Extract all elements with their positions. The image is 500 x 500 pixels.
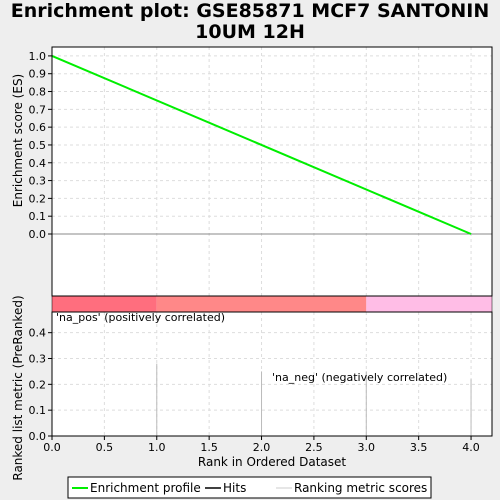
xtick-label-0: 0.0 (43, 441, 61, 454)
es-ytick-label-4: 0.4 (29, 157, 47, 170)
metric-panel-border (51, 311, 493, 437)
es-ytick-label-7: 0.7 (29, 103, 47, 116)
x-axis-label: Rank in Ordered Dataset (198, 455, 346, 469)
legend-enrichment-label: Enrichment profile (90, 481, 201, 495)
xtick-label-1: 0.5 (96, 441, 114, 454)
chart-title: Enrichment plot: GSE85871 MCF7 SANTONIN … (10, 0, 490, 43)
es-ytick-label-3: 0.3 (29, 175, 47, 188)
es-ytick-label-10: 1.0 (29, 50, 47, 63)
es-ytick-label-2: 0.2 (29, 192, 47, 205)
es-ytick-label-8: 0.8 (29, 86, 47, 99)
metric-ytick-label-0: 0.0 (29, 430, 47, 443)
es-panel-bg (52, 47, 492, 296)
pos-correlated-label: 'na_pos' (positively correlated) (56, 311, 225, 324)
xtick-label-5: 2.5 (305, 441, 323, 454)
es-ytick-label-5: 0.5 (29, 139, 47, 152)
color-bar-segment-1 (156, 296, 367, 312)
metric-y-axis-label: Ranked list metric (PreRanked) (11, 295, 25, 480)
xtick-label-6: 3.0 (358, 441, 376, 454)
es-ytick-label-6: 0.6 (29, 121, 47, 134)
xtick-label-3: 1.5 (200, 441, 218, 454)
xtick-label-8: 4.0 (462, 441, 480, 454)
legend-metric-label: Ranking metric scores (294, 481, 427, 495)
xtick-label-4: 2.0 (253, 441, 271, 454)
xtick-label-7: 3.5 (410, 441, 428, 454)
xtick-label-2: 1.0 (148, 441, 166, 454)
enrichment-profile-line (51, 54, 472, 235)
color-bar-segment-2 (366, 296, 492, 312)
metric-ytick-label-1: 0.1 (29, 404, 47, 417)
es-ytick-label-9: 0.9 (29, 68, 47, 81)
metric-ytick-label-2: 0.2 (29, 378, 47, 391)
color-bar-segment-0 (52, 296, 157, 312)
es-ytick-label-0: 0.0 (29, 228, 47, 241)
metric-ytick-label-3: 0.3 (29, 353, 47, 366)
es-y-axis-label: Enrichment score (ES) (11, 74, 25, 207)
metric-ytick-label-4: 0.4 (29, 327, 47, 340)
es-ytick-label-1: 0.1 (29, 210, 47, 223)
legend-box (67, 476, 432, 499)
neg-correlated-label: 'na_neg' (negatively correlated) (272, 371, 447, 384)
legend-hits-label: Hits (223, 481, 246, 495)
